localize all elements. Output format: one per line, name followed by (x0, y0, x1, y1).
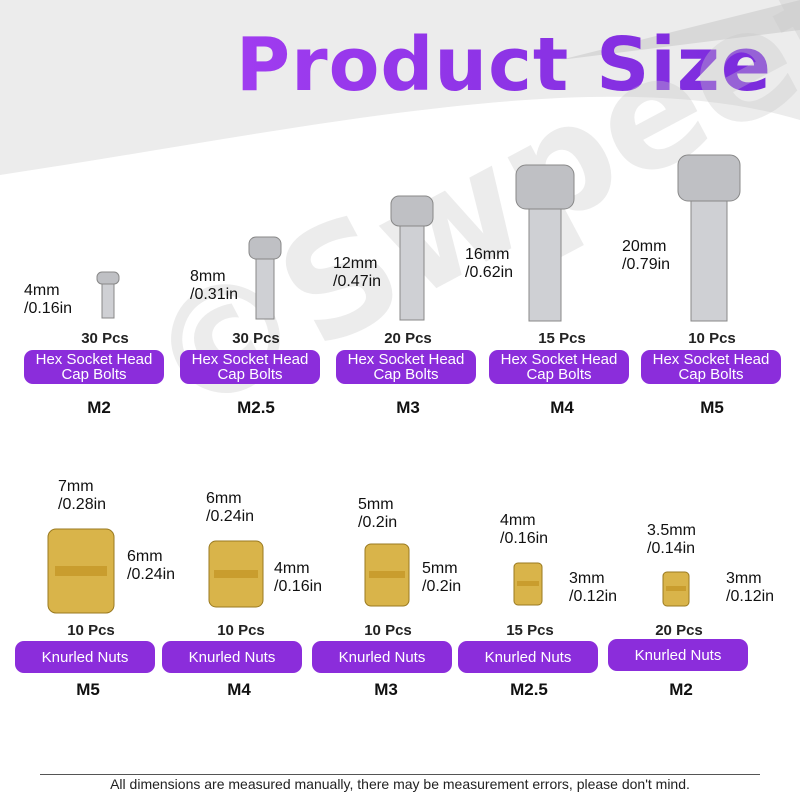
bolt-m3-type-label: Hex Socket Head Cap Bolts (336, 350, 476, 384)
bolt-m4-size: M4 (550, 398, 574, 417)
bolt-m4-image (515, 164, 575, 322)
nut-m4-width-dimension: 6mm/0.24in (206, 490, 255, 525)
nut-m4-quantity: 10 Pcs (217, 622, 265, 639)
bolt-m4-quantity: 15 Pcs (538, 330, 586, 347)
bolt-m3-quantity: 20 Pcs (384, 330, 432, 347)
footnote-divider (40, 774, 760, 775)
nut-m2-image (662, 571, 690, 607)
bolt-m25-image (248, 236, 282, 320)
nut-m2-type-label: Knurled Nuts (608, 639, 748, 671)
bolt-m5-quantity: 10 Pcs (688, 330, 736, 347)
nut-m3-size: M3 (374, 680, 398, 699)
bolt-m3-dimension: 12mm/0.47in (333, 255, 382, 290)
nut-m4-type-label: Knurled Nuts (162, 641, 302, 673)
nut-m2-height-dimension: 3mm/0.12in (726, 570, 775, 605)
nut-m25-width-dimension: 4mm/0.16in (500, 512, 549, 547)
bolt-m2-dimension: 4mm/0.16in (24, 282, 73, 317)
bolt-m5-dimension: 20mm/0.79in (622, 238, 671, 273)
nut-m5-size: M5 (76, 680, 100, 699)
nut-m5-height-dimension: 6mm/0.24in (127, 548, 176, 583)
nut-m2-width-dimension: 3.5mm/0.14in (647, 522, 696, 557)
page-title: Product Size (235, 22, 772, 108)
nut-m25-quantity: 15 Pcs (506, 622, 554, 639)
bolt-m2-type-label: Hex Socket Head Cap Bolts (24, 350, 164, 384)
bolt-m4-dimension: 16mm/0.62in (465, 246, 514, 281)
nut-m4-image (208, 540, 264, 608)
nut-m3-width-dimension: 5mm/0.2in (358, 496, 398, 531)
nut-m4-size: M4 (227, 680, 251, 699)
nut-m2-quantity: 20 Pcs (655, 622, 703, 639)
nut-m3-quantity: 10 Pcs (364, 622, 412, 639)
nut-m25-size: M2.5 (510, 680, 548, 699)
bolt-m5-size: M5 (700, 398, 724, 417)
nut-m25-type-label: Knurled Nuts (458, 641, 598, 673)
nut-m4-height-dimension: 4mm/0.16in (274, 560, 323, 595)
nut-m5-image (47, 528, 115, 614)
bolt-m5-image (677, 154, 741, 322)
bolt-m25-dimension: 8mm/0.31in (190, 268, 239, 303)
nut-m3-height-dimension: 5mm/0.2in (422, 560, 462, 595)
nut-m3-type-label: Knurled Nuts (312, 641, 452, 673)
footnote: All dimensions are measured manually, th… (110, 776, 690, 792)
nut-m5-type-label: Knurled Nuts (15, 641, 155, 673)
bolt-m5-type-label: Hex Socket Head Cap Bolts (641, 350, 781, 384)
bolt-m3-image (390, 195, 434, 321)
nut-m25-image (513, 562, 543, 606)
bolt-m25-size: M2.5 (237, 398, 275, 417)
bolt-m25-type-label: Hex Socket Head Cap Bolts (180, 350, 320, 384)
bolt-m2-image (96, 271, 120, 319)
nut-m25-height-dimension: 3mm/0.12in (569, 570, 618, 605)
nut-m2-size: M2 (669, 680, 693, 699)
bolt-m2-size: M2 (87, 398, 111, 417)
bolt-m25-quantity: 30 Pcs (232, 330, 280, 347)
nut-m5-width-dimension: 7mm/0.28in (58, 478, 107, 513)
bolt-m4-type-label: Hex Socket Head Cap Bolts (489, 350, 629, 384)
nut-m3-image (364, 543, 410, 607)
nut-m5-quantity: 10 Pcs (67, 622, 115, 639)
bolt-m2-quantity: 30 Pcs (81, 330, 129, 347)
bolt-m3-size: M3 (396, 398, 420, 417)
